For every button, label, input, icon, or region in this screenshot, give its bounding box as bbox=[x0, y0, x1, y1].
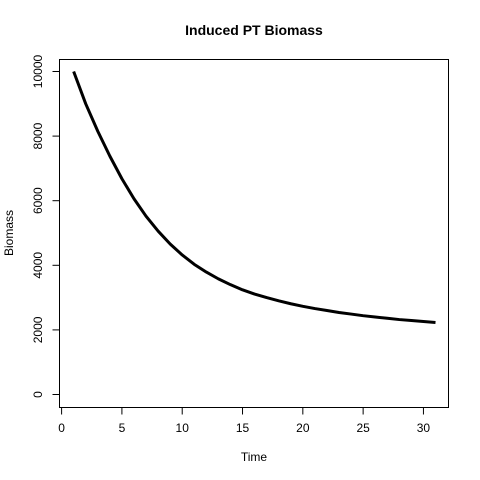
x-tick-label: 0 bbox=[58, 421, 65, 435]
y-tick-label: 8000 bbox=[31, 122, 45, 149]
y-tick-label: 6000 bbox=[31, 187, 45, 214]
series-line bbox=[72, 70, 436, 324]
y-tick-label: 0 bbox=[31, 391, 45, 398]
x-tick-label: 5 bbox=[119, 421, 126, 435]
x-tick-label: 25 bbox=[356, 421, 370, 435]
x-tick-label: 15 bbox=[236, 421, 250, 435]
y-tick-label: 4000 bbox=[31, 252, 45, 279]
x-axis-label: Time bbox=[241, 450, 268, 464]
y-axis-label: Biomass bbox=[2, 210, 16, 256]
y-axis-ticks: 0 2000 4000 6000 8000 10000 bbox=[31, 54, 60, 398]
x-axis-ticks: 0 5 10 15 20 25 30 bbox=[58, 407, 431, 435]
chart-title: Induced PT Biomass bbox=[185, 22, 323, 38]
y-tick-label: 10000 bbox=[31, 54, 45, 88]
x-tick-label: 10 bbox=[176, 421, 190, 435]
x-tick-label: 30 bbox=[417, 421, 431, 435]
y-tick-label: 2000 bbox=[31, 316, 45, 343]
x-tick-label: 20 bbox=[296, 421, 310, 435]
plot-area-border bbox=[59, 59, 449, 408]
